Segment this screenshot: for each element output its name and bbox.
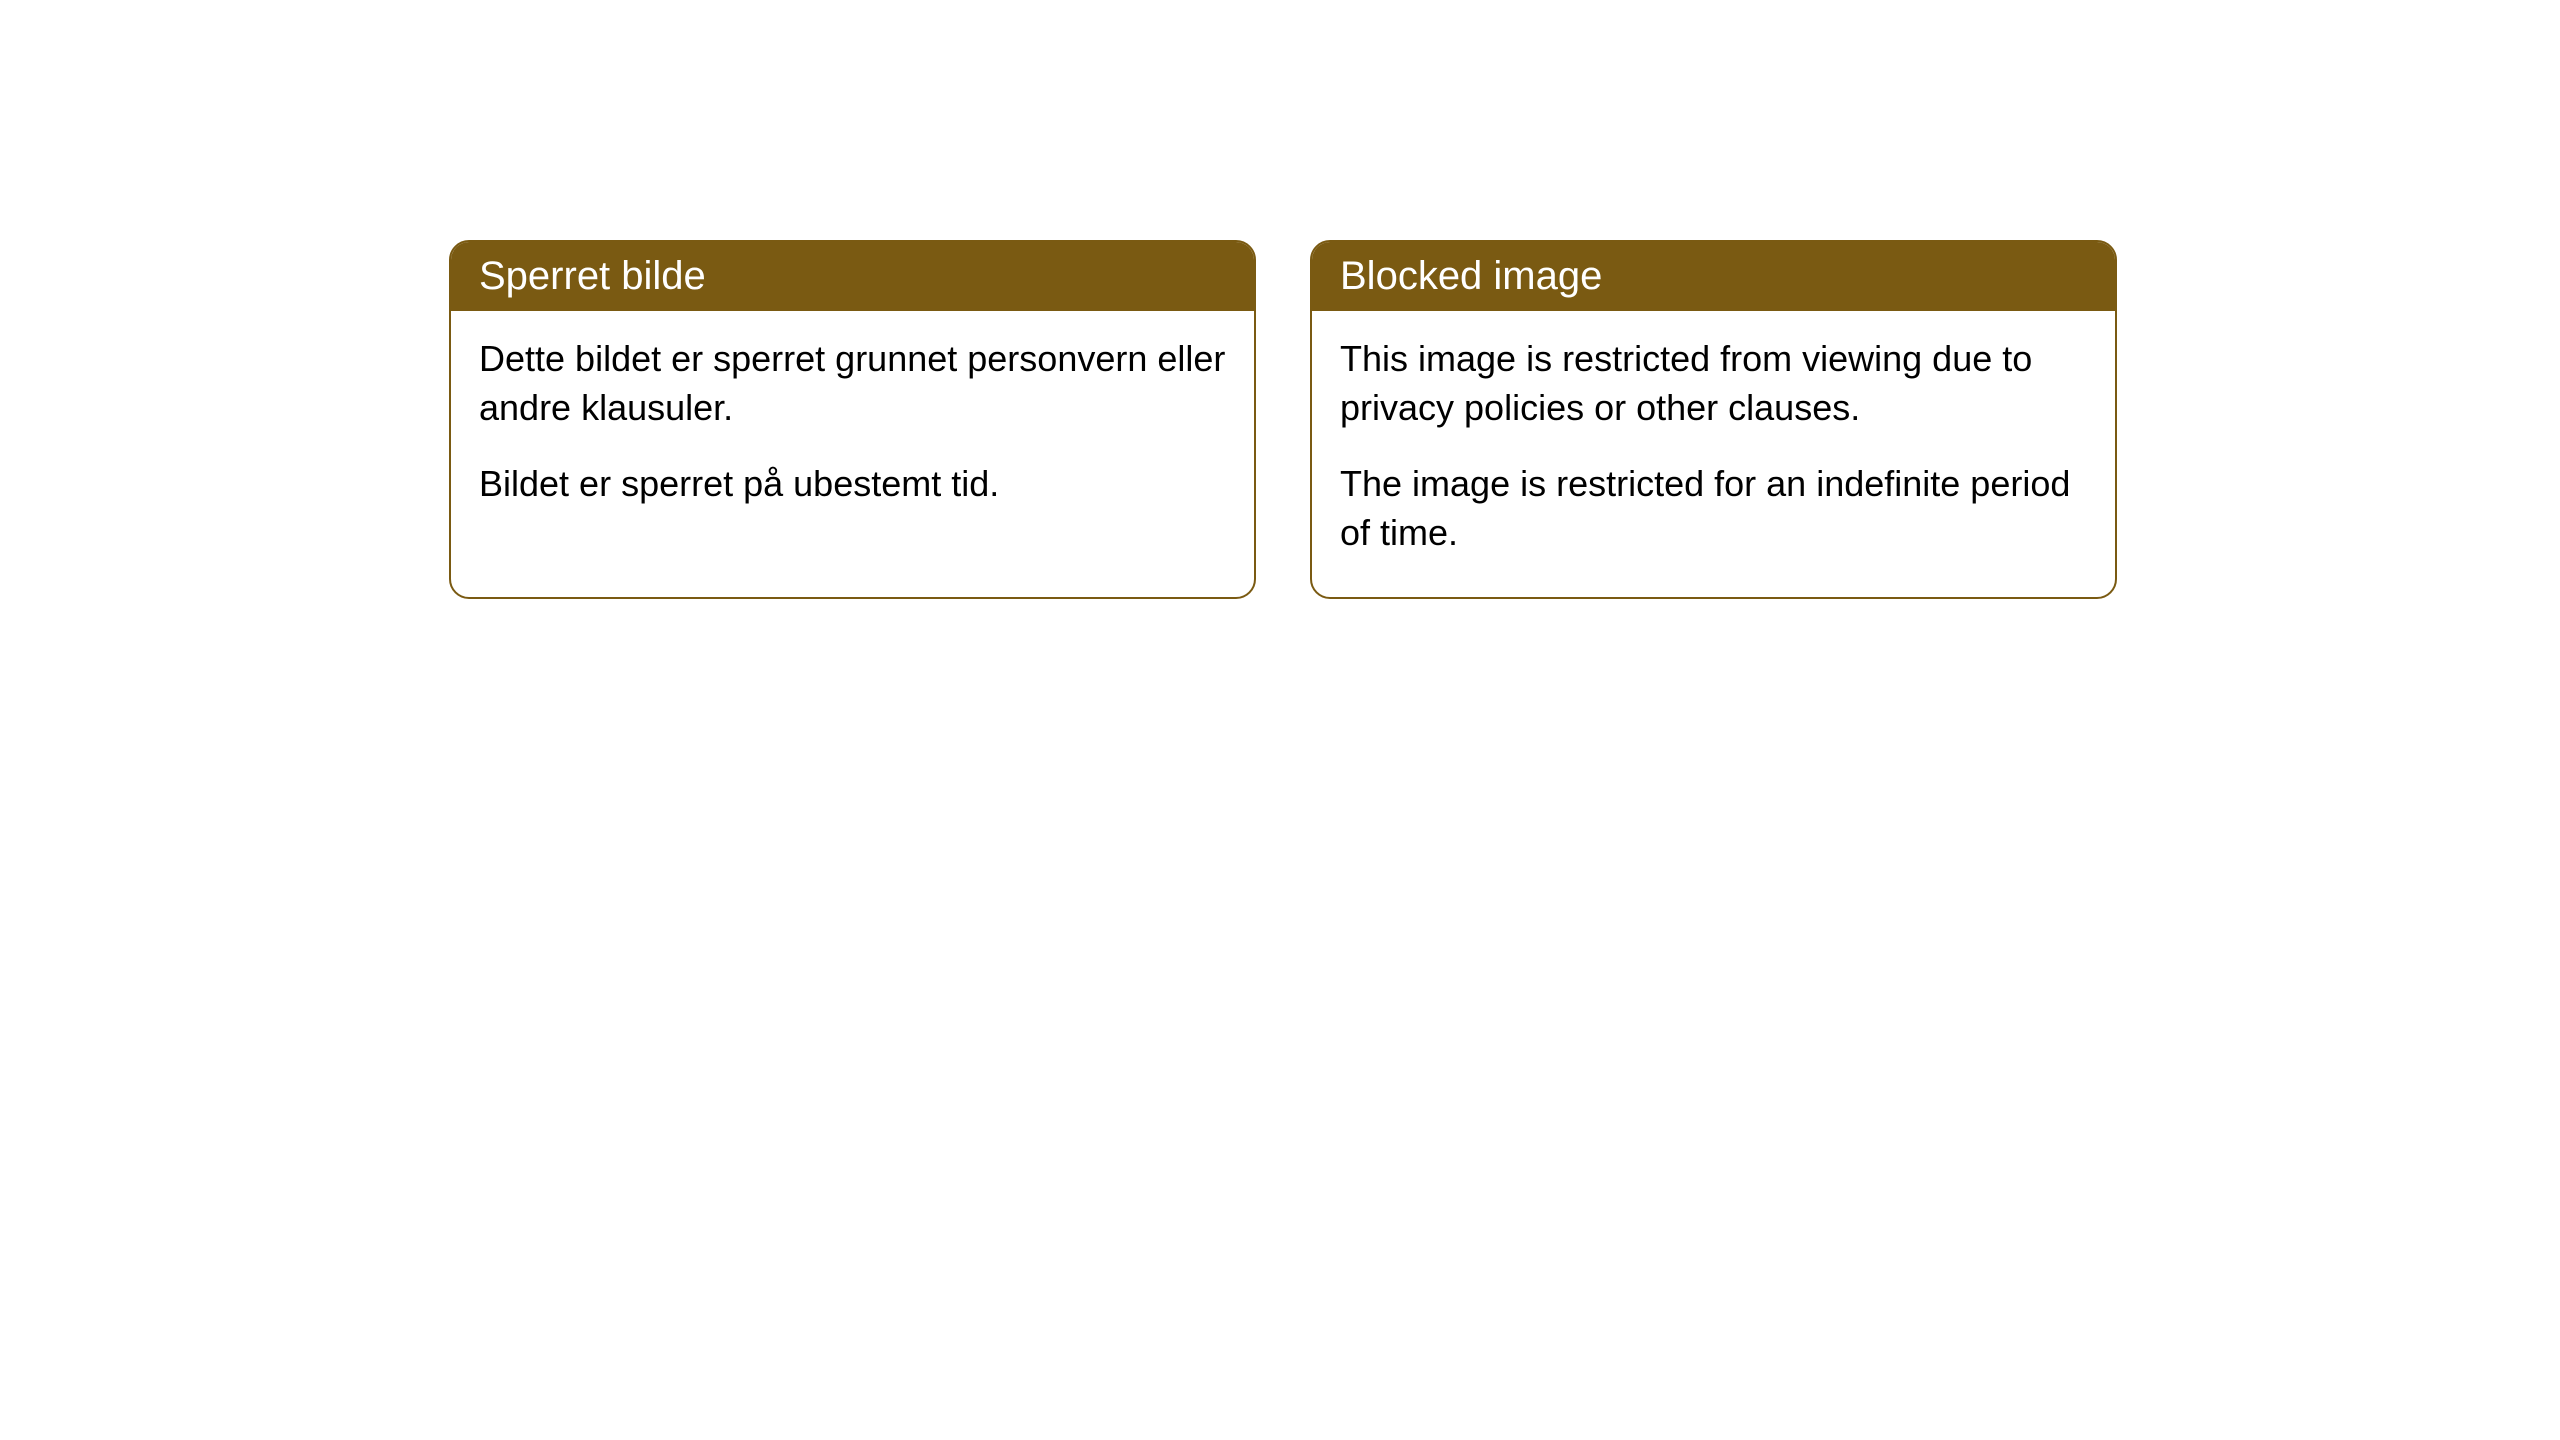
notice-header-norwegian: Sperret bilde: [451, 242, 1254, 311]
notice-header-english: Blocked image: [1312, 242, 2115, 311]
notice-title-norwegian: Sperret bilde: [479, 254, 706, 298]
notice-card-norwegian: Sperret bilde Dette bildet er sperret gr…: [449, 240, 1256, 599]
notice-body-english: This image is restricted from viewing du…: [1312, 311, 2115, 597]
notice-paragraph-1-english: This image is restricted from viewing du…: [1340, 335, 2087, 432]
notice-paragraph-1-norwegian: Dette bildet er sperret grunnet personve…: [479, 335, 1226, 432]
notice-title-english: Blocked image: [1340, 254, 1602, 298]
notice-paragraph-2-norwegian: Bildet er sperret på ubestemt tid.: [479, 460, 1226, 509]
notice-card-english: Blocked image This image is restricted f…: [1310, 240, 2117, 599]
notice-body-norwegian: Dette bildet er sperret grunnet personve…: [451, 311, 1254, 549]
notice-container: Sperret bilde Dette bildet er sperret gr…: [449, 240, 2117, 599]
notice-paragraph-2-english: The image is restricted for an indefinit…: [1340, 460, 2087, 557]
